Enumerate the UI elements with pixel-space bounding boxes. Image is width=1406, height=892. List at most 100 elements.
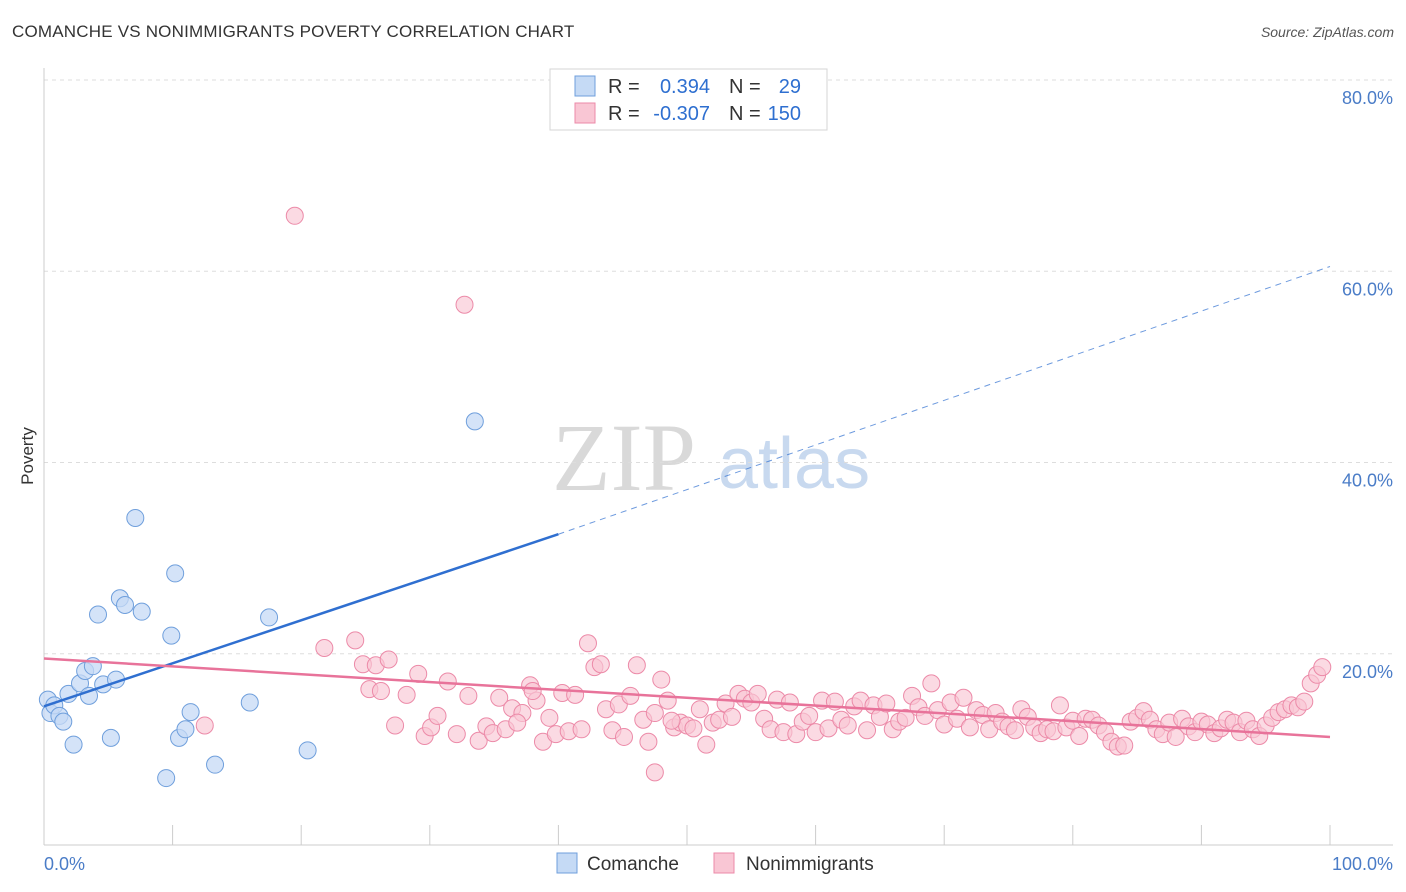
comanche-point xyxy=(89,605,108,624)
nonimmigrants-point xyxy=(1313,658,1332,677)
nonimmigrants-point xyxy=(723,707,742,726)
nonimmigrants-point xyxy=(652,670,671,689)
nonimmigrants-point xyxy=(540,708,559,727)
y-axis-label: Poverty xyxy=(18,427,37,485)
gridlines xyxy=(44,79,1393,655)
comanche-point xyxy=(166,564,185,583)
nonimmigrants-point xyxy=(858,721,877,740)
nonimmigrants-point xyxy=(1070,726,1089,745)
source-label: Source: ZipAtlas.com xyxy=(1260,24,1394,40)
nonimmigrants-point xyxy=(819,719,838,738)
comanche-point xyxy=(181,703,200,722)
comanche-trend-line xyxy=(43,533,559,708)
nonimmigrants-point xyxy=(1295,692,1314,711)
comanche-point xyxy=(64,735,83,754)
bottom-legend-comanche: Comanche xyxy=(587,854,679,875)
nonimmigrants-point xyxy=(490,688,509,707)
nonimmigrants-point xyxy=(591,655,610,674)
comanche-point xyxy=(126,508,145,527)
comanche-point xyxy=(157,769,176,788)
nonimmigrants-point xyxy=(285,206,304,225)
nonimmigrants-point xyxy=(1115,736,1134,755)
nonimmigrants-point xyxy=(566,685,585,704)
nonimmigrants-point xyxy=(748,684,767,703)
nonimmigrants-point xyxy=(508,713,527,732)
nonimmigrants-point xyxy=(838,716,857,735)
comanche-point xyxy=(298,741,317,760)
legend-r-value-2: -0.307 xyxy=(653,103,710,125)
nonimmigrants-point xyxy=(690,700,709,719)
nonimmigrants-point xyxy=(1005,721,1024,740)
watermark-atlas: atlas xyxy=(718,424,870,504)
nonimmigrants-trend-line xyxy=(43,657,1331,739)
nonimmigrants-point xyxy=(397,685,416,704)
nonimmigrants-point xyxy=(658,691,677,710)
nonimmigrants-points xyxy=(195,206,1332,782)
comanche-point xyxy=(101,728,120,747)
nonimmigrants-point xyxy=(386,716,405,735)
legend-n-label-1: N = xyxy=(729,76,761,98)
bottom-legend-nonimmigrants: Nonimmigrants xyxy=(746,854,874,875)
comanche-point xyxy=(132,602,151,621)
nonimmigrants-point xyxy=(922,674,941,693)
nonimmigrants-point xyxy=(639,732,658,751)
nonimmigrants-point xyxy=(896,708,915,727)
nonimmigrants-point xyxy=(438,672,457,691)
comanche-point xyxy=(59,684,78,703)
legend-box: R = 0.394 N = 29 R = -0.307 N = 150 xyxy=(549,68,828,131)
legend-r-label-1: R = xyxy=(608,76,640,98)
bottom-legend-swatch-comanche xyxy=(556,852,578,874)
nonimmigrants-point xyxy=(379,650,398,669)
legend-swatch-comanche xyxy=(574,75,596,97)
legend-swatch-nonimmigrants xyxy=(574,102,596,124)
x-tick-labels: 0.0% 100.0% xyxy=(44,854,1393,874)
nonimmigrants-point xyxy=(877,694,896,713)
nonimmigrants-point xyxy=(614,727,633,746)
trend-lines xyxy=(43,265,1331,739)
y-tick-label: 60.0% xyxy=(1342,279,1393,299)
nonimmigrants-point xyxy=(800,706,819,725)
y-tick-labels: 20.0% 40.0% 60.0% 80.0% xyxy=(1342,88,1393,682)
nonimmigrants-point xyxy=(459,686,478,705)
comanche-point xyxy=(206,755,225,774)
bottom-legend: Comanche Nonimmigrants xyxy=(556,852,874,875)
nonimmigrants-point xyxy=(572,720,591,739)
legend-n-value-1: 29 xyxy=(779,76,801,98)
comanche-point xyxy=(465,412,484,431)
x-tick-label: 100.0% xyxy=(1332,854,1393,874)
comanche-trend-extension xyxy=(558,265,1331,535)
legend-n-label-2: N = xyxy=(729,103,761,125)
chart-title: COMANCHE VS NONIMMIGRANTS POVERTY CORREL… xyxy=(12,22,575,41)
x-tick-label: 0.0% xyxy=(44,854,85,874)
nonimmigrants-point xyxy=(645,763,664,782)
legend-n-value-2: 150 xyxy=(768,103,801,125)
bottom-legend-swatch-nonimmigrants xyxy=(713,852,735,874)
nonimmigrants-point xyxy=(315,639,334,658)
comanche-point xyxy=(54,712,73,731)
y-tick-label: 20.0% xyxy=(1342,662,1393,682)
nonimmigrants-point xyxy=(697,735,716,754)
nonimmigrants-point xyxy=(195,716,214,735)
legend-r-label-2: R = xyxy=(608,103,640,125)
comanche-point xyxy=(116,595,135,614)
comanche-point xyxy=(176,720,195,739)
nonimmigrants-point xyxy=(447,725,466,744)
nonimmigrants-point xyxy=(371,682,390,701)
nonimmigrants-point xyxy=(346,631,365,650)
nonimmigrants-point xyxy=(684,719,703,738)
comanche-point xyxy=(260,608,279,627)
nonimmigrants-point xyxy=(1050,696,1069,715)
watermark-zip: ZIP xyxy=(552,404,696,511)
nonimmigrants-point xyxy=(954,688,973,707)
nonimmigrants-point xyxy=(645,704,664,723)
y-tick-label: 80.0% xyxy=(1342,88,1393,108)
nonimmigrants-point xyxy=(578,634,597,653)
comanche-point xyxy=(162,626,181,645)
nonimmigrants-point xyxy=(469,731,488,750)
legend-r-value-1: 0.394 xyxy=(660,76,710,98)
nonimmigrants-point xyxy=(428,706,447,725)
nonimmigrants-point xyxy=(523,682,542,701)
nonimmigrants-point xyxy=(662,711,681,730)
nonimmigrants-point xyxy=(455,295,474,314)
